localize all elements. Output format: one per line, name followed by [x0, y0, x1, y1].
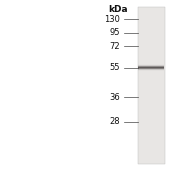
Text: kDa: kDa — [108, 5, 127, 14]
Text: 95: 95 — [110, 28, 120, 38]
Text: 36: 36 — [110, 93, 120, 102]
Text: 55: 55 — [110, 63, 120, 72]
Text: 72: 72 — [110, 42, 120, 51]
Bar — [138, 7, 165, 164]
Text: 28: 28 — [110, 117, 120, 126]
Text: 130: 130 — [104, 15, 120, 24]
